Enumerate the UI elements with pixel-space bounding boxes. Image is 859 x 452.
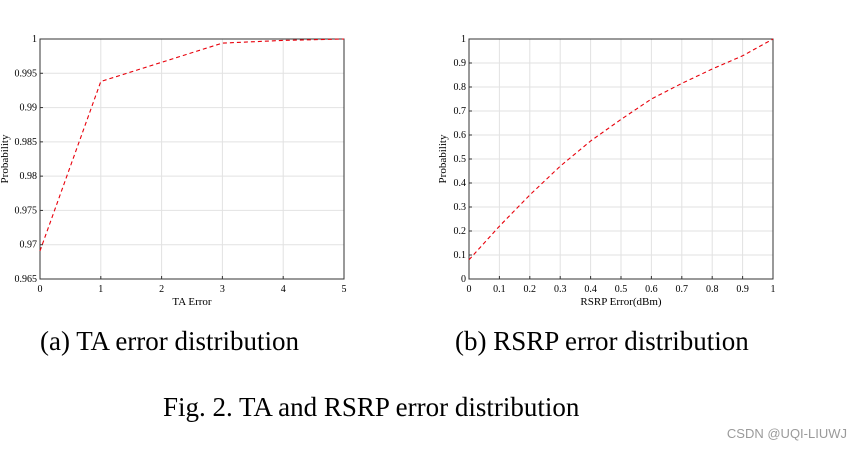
- plot-frame: [39, 38, 345, 280]
- x-tick-label: 0: [467, 284, 472, 295]
- y-axis-label: Probability: [437, 134, 449, 183]
- chart-rsrp-error: 0 0.1 0.2 0.3 0.4 0.5 0.6 0.7 0.8 0.9 1 0 0.1 0.2 0.3 0…: [430, 0, 859, 320]
- x-tick-label: 4: [281, 284, 286, 295]
- chart-ta-error: 0 1 2 3 4 5 0.965 0.97 0.975 0.98 0.985 0.99 0.995 1 T…: [0, 0, 430, 320]
- caption-a: (a) TA error distribution: [40, 326, 300, 356]
- y-tick-label: 0.4: [454, 178, 467, 189]
- x-tick-label: 1: [771, 284, 776, 295]
- x-tick-label: 3: [220, 284, 225, 295]
- figure-caption: Fig. 2. TA and RSRP error distribution: [163, 392, 580, 422]
- y-tick-label: 0.8: [454, 82, 467, 93]
- x-tick-label: 1: [98, 284, 103, 295]
- y-tick-label: 0.3: [454, 202, 467, 213]
- series-line: [39, 38, 345, 252]
- x-tick-label: 0.5: [615, 284, 628, 295]
- x-tick-label: 0.4: [584, 284, 597, 295]
- x-tick-label: 2: [159, 284, 164, 295]
- x-tick-label: 0.8: [706, 284, 719, 295]
- x-tick-label: 5: [342, 284, 347, 295]
- y-tick-label: 0.2: [454, 226, 467, 237]
- y-tick-label: 0.9: [454, 58, 467, 69]
- y-tick-label: 1: [32, 34, 37, 45]
- y-tick-label: 0.965: [15, 274, 38, 285]
- x-tick-label: 0: [38, 284, 43, 295]
- y-tick-label: 0.99: [20, 103, 38, 114]
- y-tick-label: 0.98: [20, 171, 38, 182]
- rsrp-error-plot: 0 0.1 0.2 0.3 0.4 0.5 0.6 0.7 0.8 0.9 1 0 0.1 0.2 0.3 0…: [437, 34, 776, 308]
- x-axis-label: RSRP Error(dBm): [580, 296, 662, 308]
- y-tick-label: 0.7: [454, 106, 467, 117]
- y-axis-label: Probability: [0, 134, 11, 183]
- y-tick-label: 1: [461, 34, 466, 45]
- x-tick-label: 0.1: [493, 284, 506, 295]
- series-line: [468, 38, 774, 261]
- caption-b: (b) RSRP error distribution: [455, 326, 749, 356]
- watermark: CSDN @UQI-LIUWJ: [726, 426, 847, 441]
- y-tick-label: 0.995: [15, 68, 38, 79]
- x-tick-label: 0.9: [736, 284, 749, 295]
- y-tick-label: 0.97: [20, 240, 38, 251]
- y-tick-label: 0.6: [454, 130, 467, 141]
- y-tick-label: 0.985: [15, 137, 38, 148]
- x-tick-label: 0.6: [645, 284, 658, 295]
- x-axis-label: TA Error: [172, 296, 211, 308]
- y-tick-label: 0.5: [454, 154, 467, 165]
- y-tick-label: 0.975: [15, 205, 38, 216]
- x-tick-label: 0.2: [524, 284, 537, 295]
- x-tick-label: 0.7: [676, 284, 689, 295]
- y-tick-label: 0: [461, 274, 466, 285]
- x-tick-label: 0.3: [554, 284, 567, 295]
- ta-error-plot: 0 1 2 3 4 5 0.965 0.97 0.975 0.98 0.985 0.99 0.995 1 T…: [0, 34, 347, 308]
- y-tick-label: 0.1: [454, 250, 467, 261]
